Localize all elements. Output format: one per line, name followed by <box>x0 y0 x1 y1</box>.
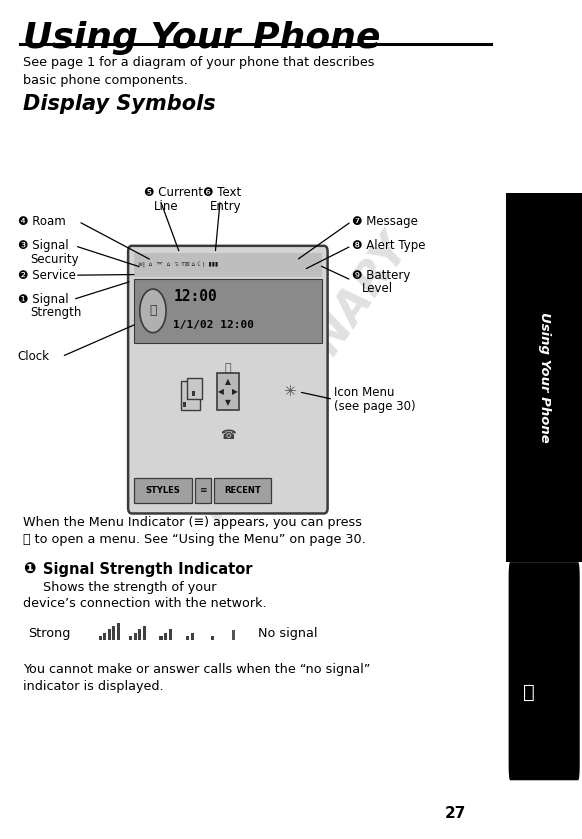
Bar <box>214 478 271 503</box>
Bar <box>196 478 211 503</box>
Bar <box>191 633 194 640</box>
Bar <box>164 633 167 640</box>
Text: 12:00: 12:00 <box>173 289 217 304</box>
Text: No signal: No signal <box>258 627 318 640</box>
Bar <box>232 630 236 640</box>
Text: ❻ Text: ❻ Text <box>203 186 241 200</box>
Text: ❶: ❶ <box>23 562 35 577</box>
Bar <box>169 629 172 640</box>
Text: Ⓜ to open a menu. See “Using the Menu” on page 30.: Ⓜ to open a menu. See “Using the Menu” o… <box>23 533 365 545</box>
Text: Entry: Entry <box>210 200 242 213</box>
Bar <box>193 391 196 396</box>
Bar <box>211 636 214 640</box>
Text: ❶ Signal: ❶ Signal <box>17 293 68 306</box>
Text: ❹ Roam: ❹ Roam <box>17 215 65 228</box>
Text: ▶: ▶ <box>232 388 238 396</box>
Bar <box>186 636 189 640</box>
Text: Level: Level <box>362 282 393 295</box>
Text: 📱: 📱 <box>523 683 535 701</box>
Text: ✳: ✳ <box>283 384 296 399</box>
Bar <box>183 402 186 407</box>
Bar <box>129 636 132 640</box>
Text: ❽ Alert Type: ❽ Alert Type <box>352 239 425 253</box>
Text: ▲: ▲ <box>225 377 231 386</box>
Text: ❾ Battery: ❾ Battery <box>352 268 410 282</box>
Text: You cannot make or answer calls when the “no signal”
indicator is displayed.: You cannot make or answer calls when the… <box>23 663 370 693</box>
Text: 1/1/02 12:00: 1/1/02 12:00 <box>173 320 254 330</box>
Text: ❸ Signal: ❸ Signal <box>17 239 68 253</box>
Text: PRELIMINARY: PRELIMINARY <box>190 227 418 528</box>
Text: Signal Strength Indicator: Signal Strength Indicator <box>43 562 253 577</box>
Text: Using Your Phone: Using Your Phone <box>538 312 551 443</box>
Bar <box>103 633 107 640</box>
Text: Shows the strength of your: Shows the strength of your <box>43 581 217 593</box>
Bar <box>187 378 201 399</box>
Text: ≋|  ⌂  ⌤  ⌂  ☜ T✉ ⌂ ☾)  ▮▮▮: ≋| ⌂ ⌤ ⌂ ☜ T✉ ⌂ ☾) ▮▮▮ <box>138 262 218 268</box>
Bar <box>112 626 115 640</box>
Text: STYLES: STYLES <box>146 487 180 495</box>
Bar <box>181 381 200 410</box>
Text: See page 1 for a diagram of your phone that describes
basic phone components.: See page 1 for a diagram of your phone t… <box>23 56 374 86</box>
FancyBboxPatch shape <box>509 562 580 780</box>
Text: ☎: ☎ <box>220 429 236 442</box>
Text: ◀: ◀ <box>218 388 223 396</box>
Bar <box>139 629 141 640</box>
FancyBboxPatch shape <box>128 246 328 513</box>
Text: 27: 27 <box>445 805 466 821</box>
Text: ❺ Current: ❺ Current <box>144 186 203 200</box>
Text: Clock: Clock <box>17 350 49 363</box>
Text: ⏱: ⏱ <box>149 305 157 317</box>
Bar <box>134 633 137 640</box>
Text: Strong: Strong <box>28 627 70 640</box>
Text: 📺: 📺 <box>225 363 231 373</box>
Bar <box>134 253 322 277</box>
Bar <box>159 636 162 640</box>
Text: RECENT: RECENT <box>225 487 261 495</box>
Bar <box>99 636 102 640</box>
Text: Using Your Phone: Using Your Phone <box>23 21 380 55</box>
Bar <box>506 193 582 562</box>
Circle shape <box>140 289 166 333</box>
Text: ≡: ≡ <box>199 487 207 495</box>
Bar <box>217 373 239 410</box>
Text: ▼: ▼ <box>225 398 231 407</box>
Text: Strength: Strength <box>30 306 81 320</box>
Text: device’s connection with the network.: device’s connection with the network. <box>23 597 267 610</box>
Bar <box>108 629 111 640</box>
Text: Display Symbols: Display Symbols <box>23 94 215 114</box>
Bar <box>143 626 146 640</box>
Text: ❷ Service: ❷ Service <box>17 268 76 282</box>
Bar <box>117 623 120 640</box>
Text: When the Menu Indicator (≡) appears, you can press: When the Menu Indicator (≡) appears, you… <box>23 516 362 529</box>
Bar <box>134 478 192 503</box>
Text: Line: Line <box>154 200 178 213</box>
Text: (see page 30): (see page 30) <box>334 399 416 413</box>
Text: Security: Security <box>30 253 79 266</box>
Text: Icon Menu: Icon Menu <box>334 386 395 399</box>
Bar <box>134 279 322 343</box>
Text: ❼ Message: ❼ Message <box>352 215 418 228</box>
